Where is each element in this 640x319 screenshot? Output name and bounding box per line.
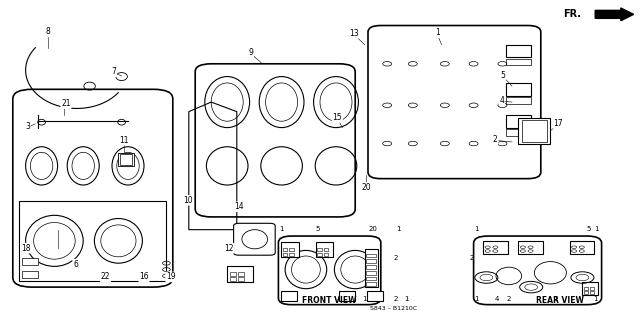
FancyBboxPatch shape [195,64,355,217]
FancyBboxPatch shape [590,291,594,294]
Text: 18: 18 [21,244,30,253]
FancyBboxPatch shape [19,201,166,281]
FancyArrow shape [595,8,634,21]
Text: S843 – B1210C: S843 – B1210C [370,306,417,311]
Text: 10: 10 [182,196,193,205]
Text: REAR VIEW: REAR VIEW [536,296,584,305]
FancyBboxPatch shape [227,266,253,282]
FancyBboxPatch shape [283,253,287,256]
FancyBboxPatch shape [22,258,38,265]
FancyBboxPatch shape [506,83,531,96]
Text: 1: 1 [396,226,401,232]
FancyBboxPatch shape [289,248,294,251]
FancyBboxPatch shape [365,249,378,287]
FancyBboxPatch shape [120,154,132,165]
FancyBboxPatch shape [506,115,531,128]
FancyBboxPatch shape [234,223,275,255]
FancyBboxPatch shape [324,253,328,256]
FancyBboxPatch shape [506,129,531,136]
FancyBboxPatch shape [289,253,294,256]
FancyBboxPatch shape [368,26,541,179]
Text: 1: 1 [362,296,367,302]
Text: 20: 20 [361,183,371,192]
Text: 1: 1 [279,226,284,232]
FancyBboxPatch shape [317,253,322,256]
FancyBboxPatch shape [518,118,550,144]
FancyBboxPatch shape [118,153,134,166]
Text: 19: 19 [166,272,176,281]
Text: FR.: FR. [563,9,581,19]
FancyBboxPatch shape [283,248,287,251]
FancyBboxPatch shape [230,277,236,281]
Text: 2: 2 [470,255,474,261]
Text: 1: 1 [435,28,440,37]
Text: 1: 1 [404,296,409,302]
Text: 4: 4 [499,96,504,105]
Text: 15: 15 [332,113,342,122]
FancyBboxPatch shape [582,282,598,295]
FancyBboxPatch shape [474,236,602,305]
Text: 1: 1 [553,296,558,302]
FancyBboxPatch shape [366,277,376,280]
FancyBboxPatch shape [13,89,173,287]
Text: 1: 1 [593,296,598,302]
Text: 4: 4 [495,296,499,302]
Text: 17: 17 [553,119,563,128]
Text: 20: 20 [368,226,377,232]
Text: 11: 11 [119,136,128,145]
FancyBboxPatch shape [506,59,531,65]
FancyBboxPatch shape [366,259,376,263]
FancyBboxPatch shape [590,287,594,290]
FancyBboxPatch shape [506,45,531,57]
Text: 16: 16 [139,272,149,281]
Text: 9: 9 [248,48,253,57]
Text: 1: 1 [474,296,479,302]
FancyBboxPatch shape [366,265,376,269]
FancyBboxPatch shape [324,248,328,251]
Text: FRONT VIEW: FRONT VIEW [302,296,357,305]
FancyBboxPatch shape [570,241,594,254]
FancyBboxPatch shape [281,291,297,301]
Text: 12: 12 [225,244,234,253]
FancyBboxPatch shape [366,254,376,257]
Text: 2: 2 [394,255,397,261]
FancyBboxPatch shape [584,287,588,290]
Polygon shape [189,112,237,223]
FancyBboxPatch shape [584,291,588,294]
FancyBboxPatch shape [317,248,322,251]
FancyBboxPatch shape [316,242,333,257]
FancyBboxPatch shape [339,291,355,301]
Text: 3: 3 [25,122,30,131]
FancyBboxPatch shape [230,272,236,276]
FancyBboxPatch shape [22,271,38,278]
Text: 1: 1 [594,226,599,232]
Text: 2: 2 [493,135,498,144]
FancyBboxPatch shape [238,272,244,276]
FancyBboxPatch shape [522,120,547,142]
Text: 5: 5 [316,226,320,232]
Text: 13: 13 [349,29,359,38]
FancyBboxPatch shape [238,277,244,281]
Text: 6: 6 [73,260,78,269]
FancyBboxPatch shape [518,241,543,254]
FancyBboxPatch shape [483,241,508,254]
FancyBboxPatch shape [367,291,383,301]
Text: 5: 5 [587,226,591,232]
Text: 2: 2 [507,296,511,302]
Text: 5: 5 [500,71,506,80]
Text: 21: 21 [61,99,70,108]
FancyBboxPatch shape [366,282,376,286]
FancyBboxPatch shape [506,97,531,104]
Text: 22: 22 [101,272,110,281]
Text: 1: 1 [474,226,479,232]
FancyBboxPatch shape [366,271,376,275]
Text: 7: 7 [111,67,116,76]
FancyBboxPatch shape [278,236,381,305]
FancyBboxPatch shape [281,242,299,257]
Text: 2: 2 [394,296,398,302]
Text: 14: 14 [234,202,244,211]
Text: 8: 8 [45,27,51,36]
